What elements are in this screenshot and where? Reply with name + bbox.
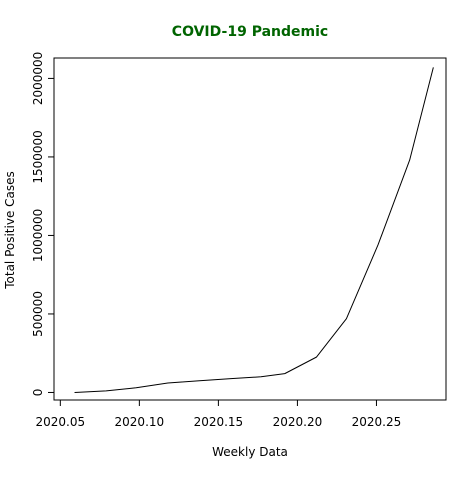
x-tick-label: 2020.25 bbox=[352, 415, 402, 429]
x-axis-label: Weekly Data bbox=[212, 445, 288, 459]
chart-title: COVID-19 Pandemic bbox=[172, 24, 328, 40]
x-tick-label: 2020.05 bbox=[36, 415, 86, 429]
x-axis: 2020.05 2020.10 2020.15 2020.20 2020.25 bbox=[36, 399, 402, 429]
x-tick-label: 2020.20 bbox=[273, 415, 323, 429]
y-tick-label: 1000000 bbox=[31, 209, 45, 262]
x-tick-label: 2020.10 bbox=[115, 415, 165, 429]
y-tick-label: 500000 bbox=[31, 291, 45, 337]
series-group bbox=[74, 67, 434, 393]
y-tick-label: 0 bbox=[31, 389, 45, 397]
y-tick-label: 2000000 bbox=[31, 52, 45, 105]
y-axis-label: Total Positive Cases bbox=[3, 171, 17, 290]
x-tick-label: 2020.15 bbox=[194, 415, 244, 429]
series-line bbox=[74, 67, 434, 393]
plot-frame bbox=[53, 57, 447, 401]
y-tick-label: 1500000 bbox=[31, 130, 45, 183]
y-axis: 0 500000 1000000 1500000 2000000 bbox=[31, 52, 55, 397]
